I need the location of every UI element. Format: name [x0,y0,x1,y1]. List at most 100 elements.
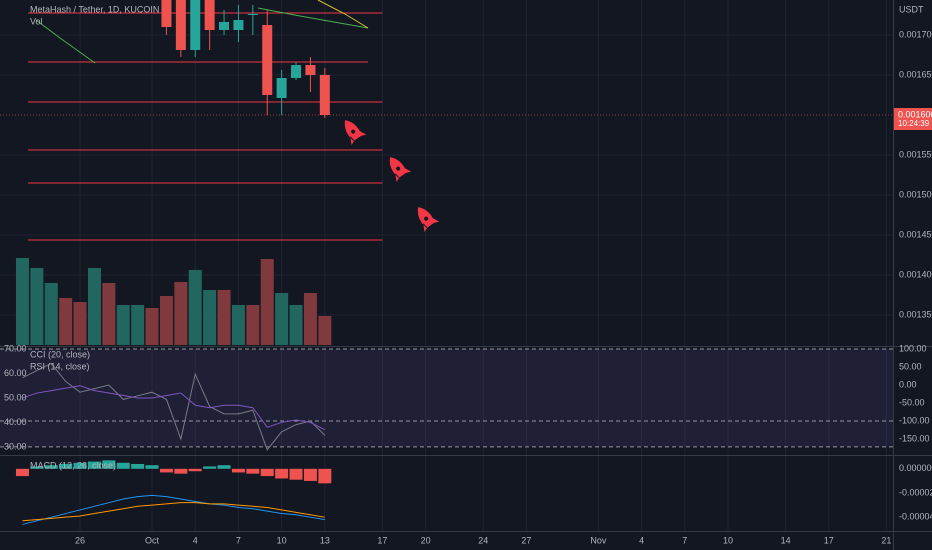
histogram-bar [30,466,44,469]
volume-bar [102,283,116,345]
y-tick-label: 50.00 [4,392,27,402]
histogram-bar [131,463,145,469]
x-tick-label: 10 [723,535,733,545]
volume-bar [260,259,274,345]
candle-body [291,65,302,78]
histogram-bar [246,468,260,474]
macd-title: MACD (12, 26, close) [30,460,116,470]
rocket-icon [344,120,367,145]
histogram-bar [116,462,130,469]
volume-bar [246,305,260,345]
moving-average [257,7,369,29]
volume-bar [44,283,58,345]
candle-body [247,14,258,15]
histogram-bar [145,465,159,469]
candle-body [276,78,287,98]
volume-bar [30,268,44,345]
candle-body [233,20,244,30]
x-tick-label: 14 [781,535,791,545]
histogram-bar [174,468,188,474]
axis-unit: USDT [899,4,924,14]
macd-line [22,494,325,525]
indicator-line [22,385,326,431]
candle-body [204,0,215,30]
x-tick-label: 26 [75,535,85,545]
volume-bar [159,296,173,345]
legend-entry: RSI (14, close) [30,361,90,371]
y-tick-label: 40.00 [4,417,27,427]
last-price-tag [894,108,932,130]
y-tick-label: -0.000020 [899,487,932,497]
candle-body [161,0,172,27]
volume-bar [145,308,159,345]
histogram-bar [303,468,317,481]
histogram-bar [44,465,58,469]
x-tick-label: 17 [824,535,834,545]
y-tick-label: 70.00 [4,343,27,353]
candle-body [305,65,316,75]
volume-bar [174,282,188,345]
last-price-label: 0.001600 [898,109,932,119]
volume-bar [275,293,289,345]
y-tick-label: 0.00 [899,379,917,389]
volume-bar [116,305,130,345]
volume-bar [318,316,332,345]
candle-body [219,21,230,30]
x-tick-label: 13 [320,535,330,545]
histogram-bar [289,468,303,480]
x-tick-label: Nov [590,535,607,545]
histogram-bar [231,468,245,473]
histogram-bar [318,468,332,484]
moving-average [35,19,96,64]
volume-title: Vol [30,16,43,26]
x-tick-label: 4 [193,535,198,545]
histogram-bar [260,468,274,477]
chart-title: MetaHash / Tether, 1D, KUCOIN [30,4,159,14]
histogram-bar [87,461,101,469]
moving-average [317,0,369,29]
volume-bar [217,290,231,345]
volume-bar [231,305,245,345]
x-tick-label: Oct [145,535,160,545]
histogram-bar [102,460,116,469]
x-tick-label: 24 [478,535,488,545]
x-tick-label: 7 [682,535,687,545]
volume-bar [203,290,217,345]
histogram-bar [275,468,289,479]
x-tick-label: 10 [277,535,287,545]
y-tick-label: -100.00 [899,415,930,425]
rocket-icon [389,157,412,182]
volume-bar [131,305,145,345]
macd-line [22,502,325,522]
candle-body [319,75,330,115]
volume-bar [303,293,317,345]
x-tick-label: 21 [881,535,891,545]
x-tick-label: 7 [236,535,241,545]
y-tick-label: 100.00 [899,343,927,353]
y-tick-label: -150.00 [899,433,930,443]
y-tick-label: 50.00 [899,361,922,371]
histogram-bar [159,468,173,473]
rocket-icon [417,207,440,232]
countdown-label: 10:24:39 [898,119,930,128]
volume-bar [15,258,29,345]
y-tick-label: 60.00 [4,368,27,378]
labels: MetaHash / Tether, 1D, KUCOIN Vol USDT M… [30,4,924,470]
volume-bar [188,270,202,345]
volume-bar [73,302,87,345]
volume-bar [59,298,73,345]
y-tick-label: 30.00 [4,441,27,451]
y-tick-label: 0.000000 [899,463,932,473]
candle-body [175,0,186,50]
y-tick-label: -0.000040 [899,512,932,522]
legend-entry: CCI (20, close) [30,349,90,359]
x-tick-label: 27 [521,535,531,545]
histogram-bar [217,465,231,469]
